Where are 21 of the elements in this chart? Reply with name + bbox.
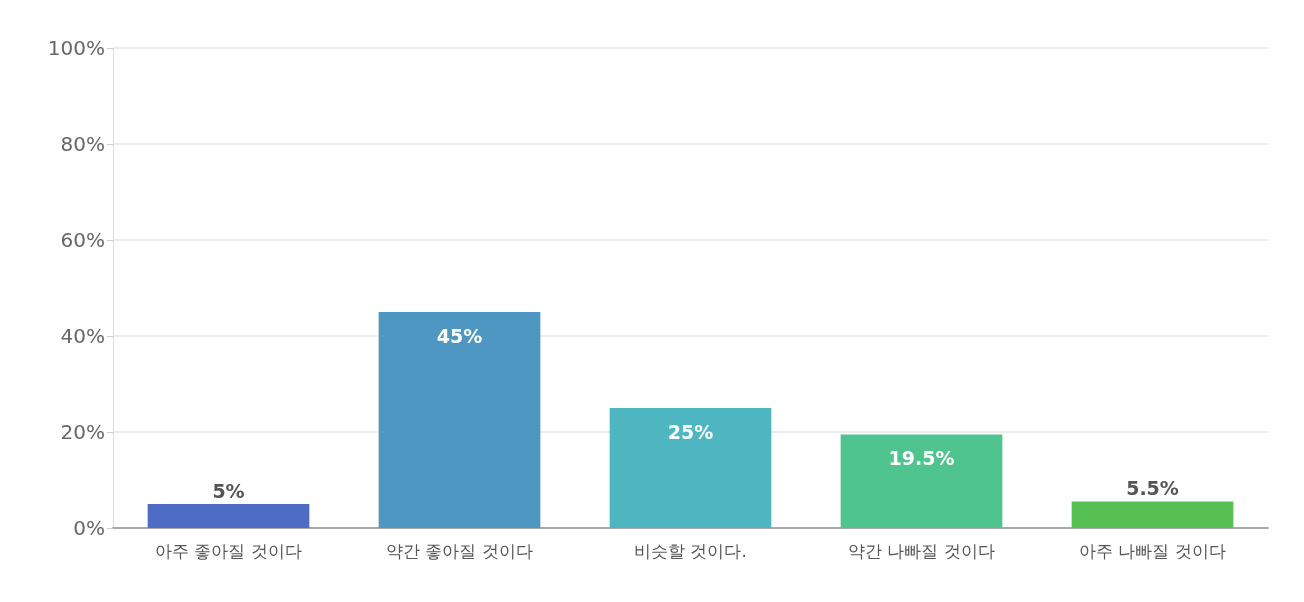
y-tick-label: 100% — [47, 36, 105, 60]
data-label: 19.5% — [888, 446, 955, 469]
data-label: 25% — [667, 420, 714, 443]
y-tick-label: 40% — [60, 324, 105, 348]
x-tick-label: 아주 좋아질 것이다 — [155, 540, 302, 561]
x-tick-label: 아주 나빠질 것이다 — [1079, 540, 1226, 561]
data-label: 45% — [436, 324, 483, 347]
y-tick-label: 60% — [60, 228, 105, 252]
x-tick-label: 비슷할 것이다. — [634, 540, 747, 561]
bar — [840, 434, 1003, 528]
bar — [1071, 501, 1234, 528]
y-tick-label: 0% — [73, 516, 105, 540]
data-label: 5% — [212, 479, 245, 502]
y-tick-label: 80% — [60, 132, 105, 156]
bar — [378, 312, 541, 528]
bar — [609, 408, 772, 528]
x-tick-label: 약간 나빠질 것이다 — [848, 540, 995, 561]
data-label: 5.5% — [1126, 477, 1179, 500]
y-tick-label: 20% — [60, 420, 105, 444]
bar — [147, 504, 310, 528]
x-tick-label: 약간 좋아질 것이다 — [386, 540, 533, 561]
